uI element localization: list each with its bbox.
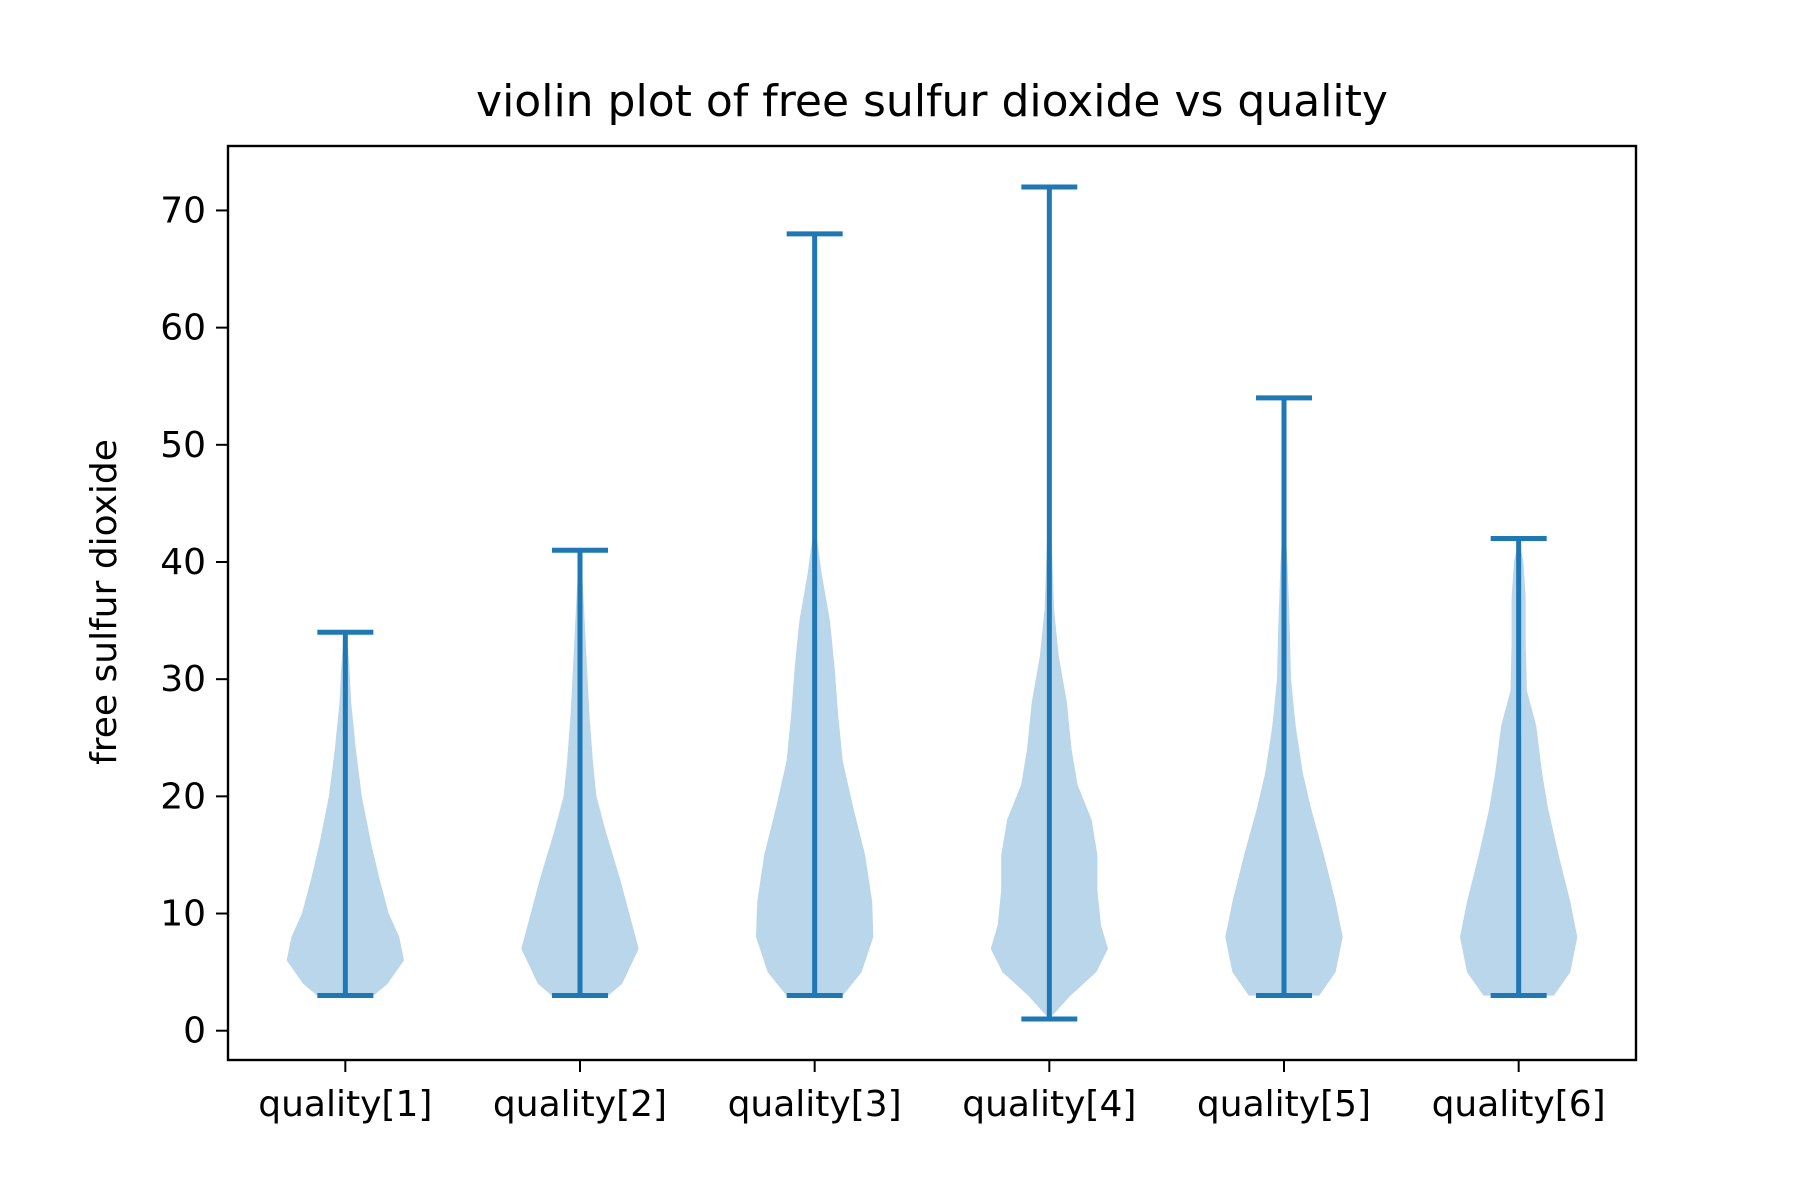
chart-title: violin plot of free sulfur dioxide vs qu… [476, 76, 1388, 127]
y-tick-label: 40 [160, 542, 206, 583]
y-tick-label: 70 [160, 190, 206, 231]
y-tick-label: 20 [160, 776, 206, 817]
ticks-layer: 0 10 20 30 40 50 60 70 quality[1] quality[2] quali… [160, 190, 1606, 1125]
violin-q2 [521, 547, 639, 999]
x-tick-label: quality[6] [1432, 1084, 1606, 1125]
x-tick-label: quality[4] [962, 1084, 1136, 1125]
y-axis-label: free sulfur dioxide [84, 439, 125, 765]
violin-q4 [990, 184, 1108, 1022]
x-tick-label: quality[1] [258, 1084, 432, 1125]
x-tick-label: quality[3] [728, 1084, 902, 1125]
violin-q1 [286, 629, 404, 999]
y-tick-label: 0 [183, 1011, 206, 1052]
y-tick-label: 30 [160, 659, 206, 700]
y-tick-label: 50 [160, 425, 206, 466]
violins-layer [286, 184, 1578, 1022]
plot-area-frame [226, 144, 1638, 1062]
violin-q5 [1225, 395, 1343, 999]
violin-q6 [1460, 536, 1578, 999]
violin-q3 [756, 231, 874, 999]
x-tick-label: quality[5] [1197, 1084, 1371, 1125]
y-tick-label: 60 [160, 308, 206, 349]
x-tick-label: quality[2] [493, 1084, 667, 1125]
y-tick-label: 10 [160, 894, 206, 935]
